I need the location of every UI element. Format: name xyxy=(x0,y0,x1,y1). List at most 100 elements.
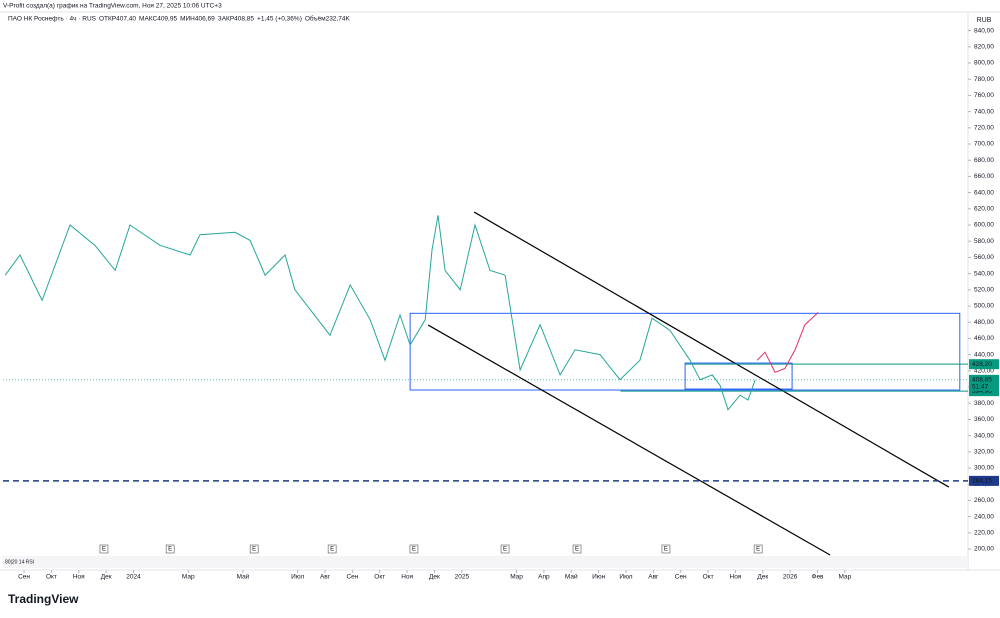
legend-text: 408,85 xyxy=(234,16,254,23)
y-tick-label: 640,00 xyxy=(974,189,994,196)
x-tick-label: Май xyxy=(565,573,578,581)
y-tick-label: 360,00 xyxy=(974,416,994,423)
price-badge-label: 428,20 xyxy=(972,361,992,368)
event-label: E xyxy=(102,547,106,553)
x-tick-label: Мар xyxy=(839,574,852,581)
y-tick-label: 520,00 xyxy=(974,287,994,294)
event-marker xyxy=(249,544,259,554)
event-marker xyxy=(500,544,510,554)
trendline xyxy=(427,324,831,556)
y-tick-label: 480,00 xyxy=(974,319,994,326)
price-line xyxy=(4,215,756,411)
x-tick-label: Май xyxy=(237,573,250,581)
legend-text: ПАО НК Роснефть · 4ч · RUS xyxy=(8,16,97,23)
y-tick-label: 660,00 xyxy=(974,173,994,180)
x-tick-label: Мар xyxy=(510,574,523,581)
y-tick-label: 580,00 xyxy=(974,238,994,245)
x-tick-label: Окт xyxy=(46,574,57,581)
legend-text: МАКС xyxy=(139,16,157,23)
y-tick-label: 460,00 xyxy=(974,335,994,342)
price-badge-label: 394,90 xyxy=(972,388,992,395)
legend-text: 406,69 xyxy=(195,16,215,23)
price-line xyxy=(756,312,819,374)
event-marker xyxy=(327,544,337,554)
indicator-pane xyxy=(3,556,968,568)
price-badge-label: 284,15 xyxy=(972,478,992,485)
legend-text: ОТКР xyxy=(99,16,116,23)
y-tick-label: 740,00 xyxy=(974,108,994,115)
legend-text: 232,74K xyxy=(326,16,351,23)
event-label: E xyxy=(412,547,416,553)
x-tick-label: Мар xyxy=(182,574,195,581)
event-marker xyxy=(661,544,671,554)
legend-text: МИН xyxy=(180,16,195,23)
legend-row: ПАО НК Роснефть · 4ч · RUS ОТКР 407,40 МАКС… xyxy=(8,15,350,23)
event-label: E xyxy=(252,547,256,553)
x-tick-label: Фев xyxy=(812,574,825,581)
y-tick-label: 560,00 xyxy=(974,254,994,261)
x-tick-label: Сен xyxy=(675,574,687,581)
x-tick-label: 2025 xyxy=(455,574,470,581)
x-tick-label: 2024 xyxy=(126,574,141,581)
x-tick-label: Окт xyxy=(703,574,714,581)
x-tick-label: Апр xyxy=(538,574,550,581)
trendline xyxy=(473,211,950,488)
y-tick-label: 240,00 xyxy=(974,513,994,520)
x-tick-label: Дек xyxy=(429,574,440,581)
event-marker xyxy=(409,544,419,554)
event-label: E xyxy=(330,547,334,553)
indicator-label: 80|20 14 RSI xyxy=(5,559,34,565)
price-badge xyxy=(969,374,999,391)
y-tick-label: 500,00 xyxy=(974,303,994,310)
event-marker xyxy=(572,544,582,554)
credit: V-Profit создал(а) график на TradingView… xyxy=(3,3,222,10)
currency: RUB xyxy=(977,17,992,24)
event-label: E xyxy=(575,547,579,553)
x-tick-label: Дек xyxy=(101,574,112,581)
y-tick-label: 680,00 xyxy=(974,157,994,164)
y-tick-label: 300,00 xyxy=(974,465,994,472)
price-badge xyxy=(969,386,999,397)
y-tick-label: 440,00 xyxy=(974,351,994,358)
price-badge-label: 408,85 xyxy=(972,377,992,384)
logo: TradingView xyxy=(8,592,79,606)
x-tick-label: Сен xyxy=(18,574,30,581)
y-tick-label: 420,00 xyxy=(974,368,994,375)
y-tick-label: 700,00 xyxy=(974,141,994,148)
y-tick-label: 720,00 xyxy=(974,125,994,132)
x-tick-label: Ноя xyxy=(401,574,413,581)
x-tick-label: Ноя xyxy=(73,574,85,581)
zone xyxy=(684,362,793,390)
x-tick-label: Ноя xyxy=(730,574,742,581)
y-tick-label: 340,00 xyxy=(974,432,994,439)
y-tick-label: 760,00 xyxy=(974,92,994,99)
x-tick-label: 2026 xyxy=(783,574,798,581)
legend-text: ЗАКР xyxy=(218,16,234,23)
x-tick-label: Июл xyxy=(619,574,632,581)
price-badge xyxy=(969,359,999,370)
y-tick-label: 840,00 xyxy=(974,27,994,34)
y-tick-label: 320,00 xyxy=(974,449,994,456)
y-tick-label: 800,00 xyxy=(974,60,994,67)
event-marker xyxy=(753,544,763,554)
x-tick-label: Июн xyxy=(592,574,606,581)
y-tick-label: 260,00 xyxy=(974,497,994,504)
zone xyxy=(409,312,961,391)
y-tick-label: 820,00 xyxy=(974,44,994,51)
legend-text: +1,45 (+0,36%) xyxy=(257,16,302,23)
y-tick-label: 540,00 xyxy=(974,270,994,277)
y-tick-label: 600,00 xyxy=(974,222,994,229)
y-tick-label: 620,00 xyxy=(974,206,994,213)
y-tick-label: 780,00 xyxy=(974,76,994,83)
event-marker xyxy=(99,544,109,554)
x-tick-label: Июл xyxy=(291,574,304,581)
event-marker xyxy=(165,544,175,554)
event-label: E xyxy=(168,547,172,553)
y-tick-label: 220,00 xyxy=(974,530,994,537)
event-label: E xyxy=(664,547,668,553)
price-badge xyxy=(969,475,999,486)
x-tick-label: Сен xyxy=(346,574,358,581)
x-tick-label: Окт xyxy=(374,574,385,581)
legend-text: Объём xyxy=(305,15,326,23)
